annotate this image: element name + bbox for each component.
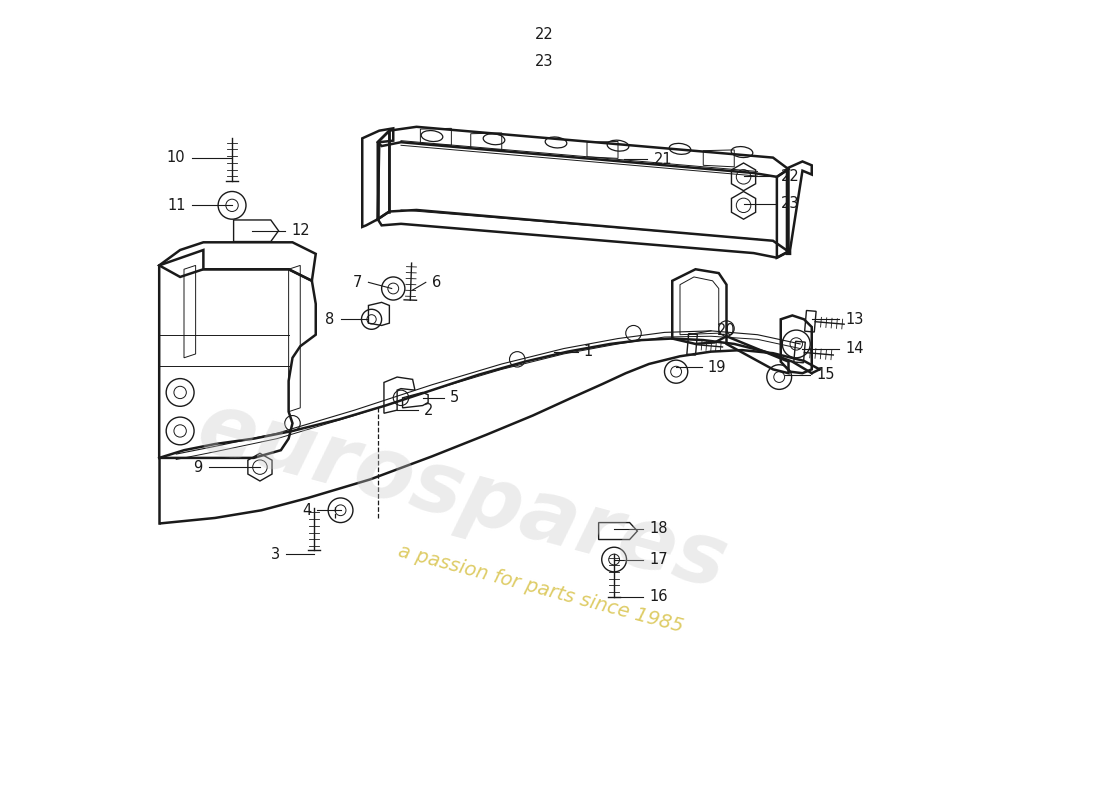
Text: 8: 8: [326, 312, 334, 326]
Text: 7: 7: [353, 275, 362, 290]
Text: 15: 15: [816, 367, 835, 382]
Text: 10: 10: [167, 150, 186, 165]
Text: 18: 18: [649, 522, 668, 536]
Text: a passion for parts since 1985: a passion for parts since 1985: [396, 542, 685, 636]
Text: 6: 6: [432, 275, 441, 290]
Text: 9: 9: [194, 460, 202, 474]
Text: 4: 4: [301, 502, 311, 518]
Text: 23: 23: [781, 196, 800, 211]
Text: 16: 16: [649, 589, 668, 604]
Text: eurospares: eurospares: [189, 386, 737, 607]
Text: 20: 20: [717, 323, 736, 338]
Text: 12: 12: [292, 223, 309, 238]
Text: 13: 13: [845, 312, 864, 326]
Text: 5: 5: [450, 390, 459, 406]
Text: 21: 21: [653, 152, 672, 166]
Text: 23: 23: [535, 54, 553, 69]
Text: 17: 17: [649, 552, 668, 567]
Text: 19: 19: [708, 359, 726, 374]
Text: 3: 3: [271, 546, 281, 562]
Text: 22: 22: [535, 27, 553, 42]
Text: 22: 22: [781, 169, 800, 183]
Text: 1: 1: [584, 344, 593, 359]
Text: 11: 11: [167, 198, 186, 213]
Text: 2: 2: [425, 402, 433, 418]
Text: 14: 14: [845, 341, 864, 356]
